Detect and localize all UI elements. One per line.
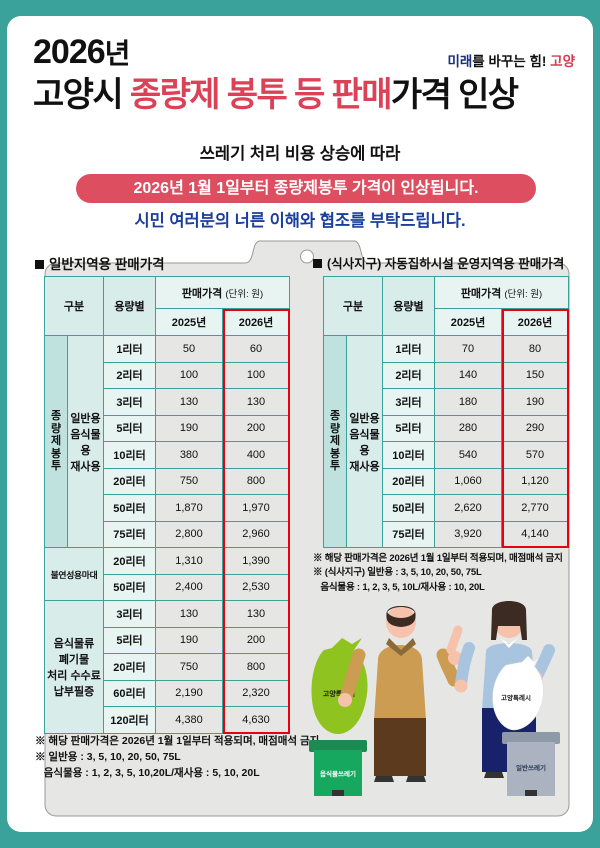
svg-text:음식물쓰레기: 음식물쓰레기 [320, 769, 356, 778]
svg-text:고양특례시: 고양특례시 [501, 693, 531, 702]
svg-text:일반쓰레기: 일반쓰레기 [516, 763, 546, 772]
